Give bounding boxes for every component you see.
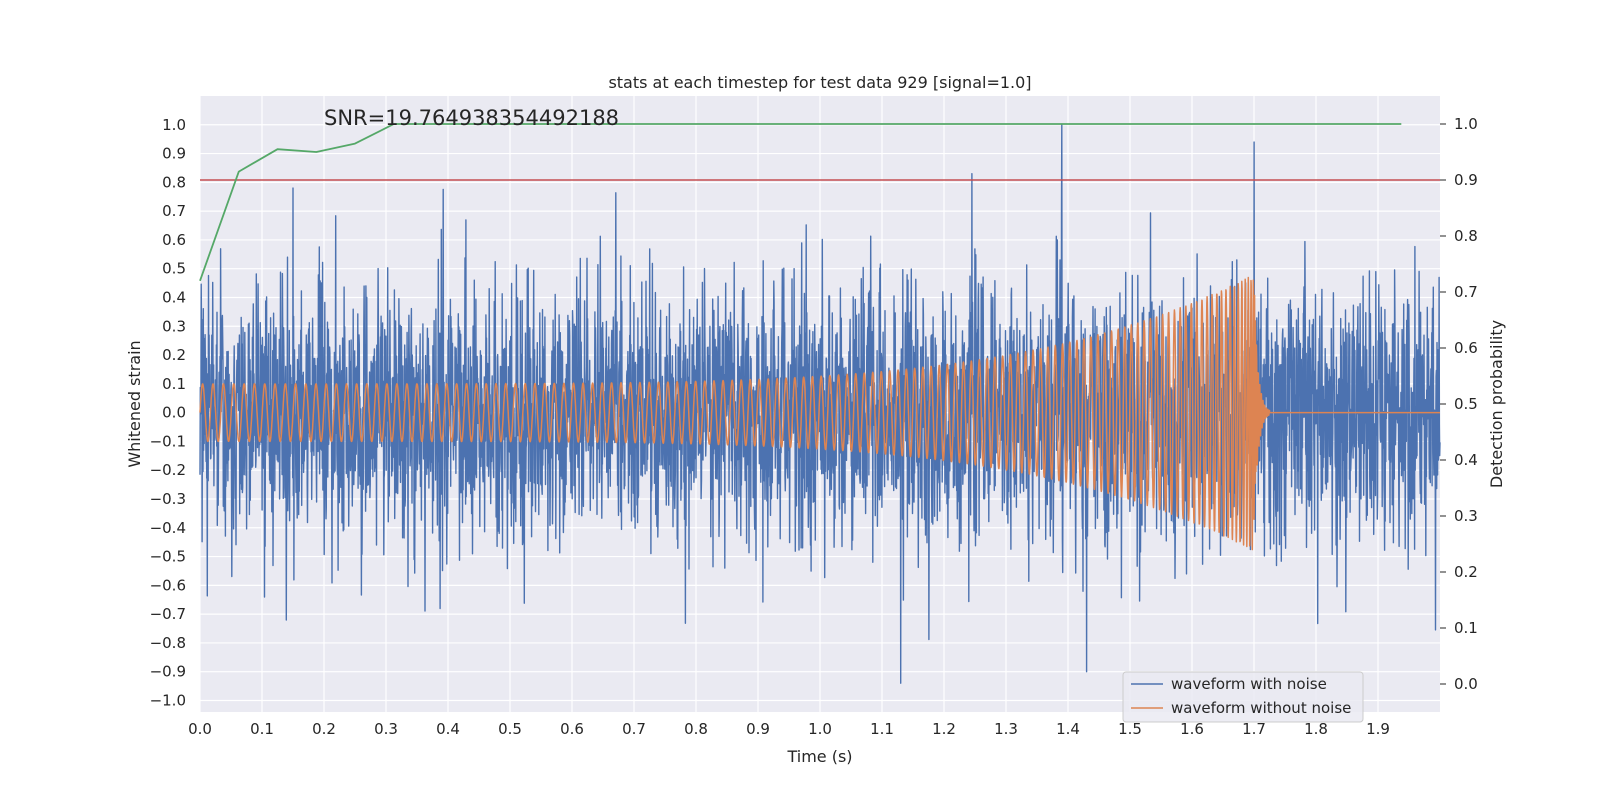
x-axis: 0.0 0.1 0.2 0.3 0.4 0.5 0.6 0.7 0.8 0.9 1.0 1.1 1.2 1… bbox=[188, 720, 1390, 738]
y-tick-label: 0.3 bbox=[162, 317, 186, 335]
x-tick-label: 1.6 bbox=[1180, 720, 1204, 738]
snr-annotation: SNR=19.764938354492188 bbox=[324, 106, 619, 130]
y-tick-label: 1.0 bbox=[162, 116, 186, 134]
x-tick-label: 0.0 bbox=[188, 720, 212, 738]
y-tick-label: 0.9 bbox=[162, 145, 186, 163]
y-right-tick-label: 0.7 bbox=[1454, 283, 1478, 301]
y-right-tick-label: 0.1 bbox=[1454, 619, 1478, 637]
x-tick-label: 0.8 bbox=[684, 720, 708, 738]
y-tick-label: 0.5 bbox=[162, 260, 186, 278]
legend[interactable]: waveform with noise waveform without noi… bbox=[1123, 672, 1363, 722]
x-tick-label: 0.4 bbox=[436, 720, 460, 738]
x-tick-label: 1.7 bbox=[1242, 720, 1266, 738]
y-right-tick-label: 0.8 bbox=[1454, 227, 1478, 245]
y-tick-label: −0.8 bbox=[150, 634, 186, 652]
x-tick-label: 1.1 bbox=[870, 720, 894, 738]
y-tick-label: −0.3 bbox=[150, 490, 186, 508]
y-tick-label: 0.4 bbox=[162, 288, 186, 306]
y-tick-label: −1.0 bbox=[150, 691, 186, 709]
right-axis: 1.0 0.9 0.8 0.7 0.6 0.5 0.4 0.3 0.2 0.1 0.0 bbox=[1440, 115, 1478, 693]
y-tick-label: −0.7 bbox=[150, 605, 186, 623]
x-tick-label: 0.1 bbox=[250, 720, 274, 738]
x-tick-label: 1.0 bbox=[808, 720, 832, 738]
y-right-tick-label: 0.2 bbox=[1454, 563, 1478, 581]
y-axis-label-right: Detection probability bbox=[1487, 320, 1506, 488]
y-tick-label: −0.5 bbox=[150, 548, 186, 566]
x-axis-label: Time (s) bbox=[786, 747, 852, 766]
x-tick-label: 1.5 bbox=[1118, 720, 1142, 738]
y-tick-label: −0.1 bbox=[150, 432, 186, 450]
y-right-tick-label: 0.4 bbox=[1454, 451, 1478, 469]
y-tick-label: −0.9 bbox=[150, 663, 186, 681]
x-tick-label: 0.6 bbox=[560, 720, 584, 738]
legend-label-noise: waveform with noise bbox=[1171, 675, 1327, 693]
y-tick-label: 0.2 bbox=[162, 346, 186, 364]
y-tick-label: −0.2 bbox=[150, 461, 186, 479]
left-axis: 1.0 0.9 0.8 0.7 0.6 0.5 0.4 0.3 0.2 0.1 0.0 −0.1 −0.… bbox=[150, 116, 186, 710]
x-tick-label: 1.3 bbox=[994, 720, 1018, 738]
x-tick-label: 1.4 bbox=[1056, 720, 1080, 738]
y-tick-label: 0.7 bbox=[162, 202, 186, 220]
y-tick-label: 0.8 bbox=[162, 173, 186, 191]
y-right-tick-label: 0.9 bbox=[1454, 171, 1478, 189]
x-tick-label: 0.5 bbox=[498, 720, 522, 738]
x-tick-label: 0.9 bbox=[746, 720, 770, 738]
y-right-tick-label: 0.6 bbox=[1454, 339, 1478, 357]
y-tick-label: −0.6 bbox=[150, 576, 186, 594]
y-right-tick-label: 0.5 bbox=[1454, 395, 1478, 413]
x-tick-label: 1.2 bbox=[932, 720, 956, 738]
y-tick-label: 0.6 bbox=[162, 231, 186, 249]
y-tick-label: −0.4 bbox=[150, 519, 186, 537]
y-tick-label: 0.1 bbox=[162, 375, 186, 393]
y-right-tick-label: 0.0 bbox=[1454, 675, 1478, 693]
x-tick-label: 1.9 bbox=[1366, 720, 1390, 738]
chart-title: stats at each timestep for test data 929… bbox=[608, 73, 1031, 92]
x-tick-label: 0.3 bbox=[374, 720, 398, 738]
y-axis-label: Whitened strain bbox=[125, 340, 144, 467]
x-tick-label: 0.2 bbox=[312, 720, 336, 738]
y-right-tick-label: 1.0 bbox=[1454, 115, 1478, 133]
x-tick-label: 0.7 bbox=[622, 720, 646, 738]
y-tick-label: 0.0 bbox=[162, 404, 186, 422]
legend-label-signal: waveform without noise bbox=[1171, 699, 1351, 717]
y-right-tick-label: 0.3 bbox=[1454, 507, 1478, 525]
x-tick-label: 1.8 bbox=[1304, 720, 1328, 738]
